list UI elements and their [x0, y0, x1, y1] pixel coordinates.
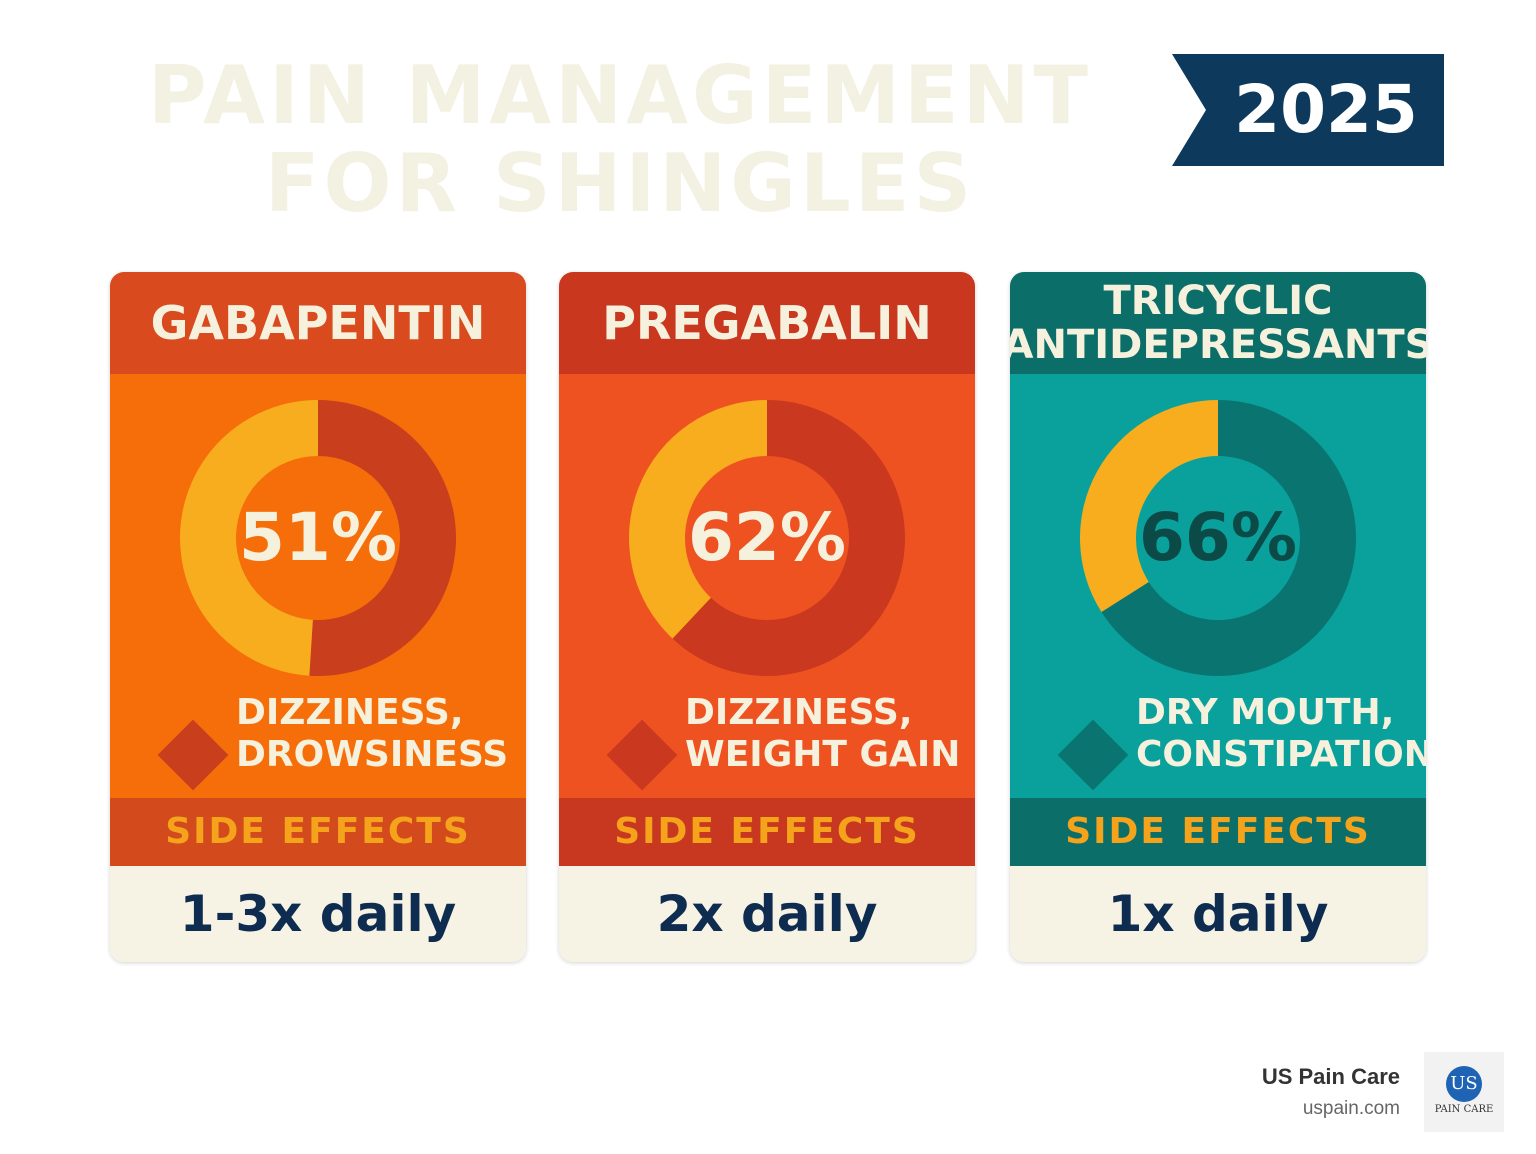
side-effects-band: SIDE EFFECTS — [1010, 798, 1426, 866]
title-line-2: FOR SHINGLES — [264, 137, 976, 230]
donut-chart — [179, 400, 456, 676]
donut-segment-value — [1101, 400, 1356, 676]
card-gabapentin: GABAPENTIN 51% DIZZINESS, DROWSINESS SID… — [110, 272, 526, 962]
side-effects: DIZZINESS, DROWSINESS — [150, 692, 520, 791]
brand-logo: US PAIN CARE — [1424, 1052, 1504, 1132]
card-header: GABAPENTIN — [110, 272, 526, 374]
dosage-label: 1x daily — [1010, 866, 1426, 962]
brand-url[interactable]: uspain.com — [1302, 1098, 1400, 1119]
side-effects: DIZZINESS, WEIGHT GAIN — [599, 692, 969, 791]
side-effect-line: DIZZINESS, — [236, 692, 464, 733]
percent-label: 66% — [1139, 499, 1297, 576]
percent-label: 51% — [239, 499, 397, 576]
logo-mark: US — [1446, 1066, 1482, 1102]
side-effects-band: SIDE EFFECTS — [559, 798, 975, 866]
donut-segment-remainder — [1080, 400, 1218, 612]
brand-name: US Pain Care — [1261, 1064, 1400, 1089]
donut-chart — [1080, 400, 1356, 676]
donut-segment-value — [309, 400, 456, 676]
dosage-label: 1-3x daily — [110, 866, 526, 962]
card-header: PREGABALIN — [559, 272, 975, 374]
diamond-icon — [157, 719, 229, 791]
card-tricyclic-antidepressants: TRICYCLIC ANTIDEPRESSANTS 66% DRY MOUTH,… — [1010, 272, 1426, 962]
side-effects: DRY MOUTH, CONSTIPATION — [1050, 692, 1426, 791]
card-pregabalin: PREGABALIN 62% DIZZINESS, WEIGHT GAIN SI… — [559, 272, 975, 962]
side-effect-text: DIZZINESS, WEIGHT GAIN — [685, 692, 975, 776]
donut-segment-remainder — [629, 400, 767, 639]
donut-segment-value — [672, 400, 905, 676]
donut-chart — [629, 400, 905, 676]
ribbon-shape — [1172, 54, 1444, 166]
drug-name: GABAPENTIN — [150, 296, 486, 350]
side-effect-line: CONSTIPATION — [1136, 734, 1426, 775]
card-header: TRICYCLIC ANTIDEPRESSANTS — [1010, 272, 1426, 374]
percent-label: 62% — [688, 499, 846, 576]
side-effect-text: DRY MOUTH, CONSTIPATION — [1136, 692, 1426, 776]
side-effect-line: WEIGHT GAIN — [685, 734, 961, 775]
donut-segment-remainder — [179, 400, 318, 676]
diamond-icon — [1057, 719, 1129, 791]
page-title: PAIN MANAGEMENT FOR SHINGLES — [120, 52, 1120, 228]
drug-name-line: TRICYCLIC — [1103, 278, 1333, 324]
drug-name-line: ANTIDEPRESSANTS — [1010, 322, 1426, 368]
side-effect-text: DIZZINESS, DROWSINESS — [236, 692, 526, 776]
drug-name: PREGABALIN — [602, 296, 932, 350]
side-effects-band: SIDE EFFECTS — [110, 798, 526, 866]
side-effect-line: DROWSINESS — [236, 734, 509, 775]
year-label: 2025 — [1234, 71, 1418, 148]
logo-text: PAIN CARE — [1434, 1104, 1494, 1115]
diamond-icon — [606, 719, 678, 791]
side-effect-line: DIZZINESS, — [685, 692, 913, 733]
side-effect-line: DRY MOUTH, — [1136, 692, 1395, 733]
dosage-label: 2x daily — [559, 866, 975, 962]
year-ribbon: 2025 — [1170, 52, 1446, 168]
title-line-1: PAIN MANAGEMENT — [147, 49, 1093, 142]
